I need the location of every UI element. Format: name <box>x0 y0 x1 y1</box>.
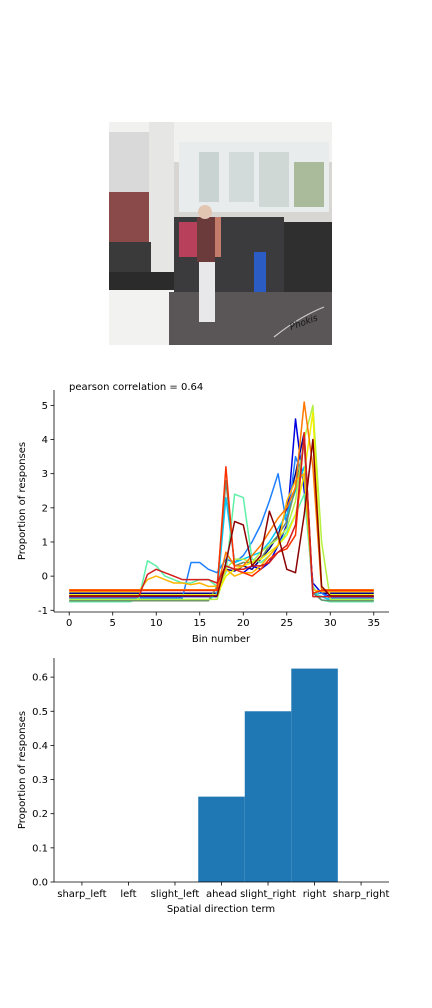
bar-right <box>291 668 338 882</box>
x-tick-label: 10 <box>150 618 163 629</box>
y-tick-label: 0.5 <box>32 707 48 718</box>
x-tick-label: 30 <box>324 618 337 629</box>
series-line-7 <box>69 411 374 596</box>
x-tick-label: slight_left <box>151 889 200 900</box>
x-tick-label: 20 <box>237 618 250 629</box>
x-tick-label: 5 <box>110 618 116 629</box>
bar-ahead <box>198 796 245 882</box>
x-axis-label: Bin number <box>192 634 251 645</box>
y-tick-label: -1 <box>38 606 48 617</box>
y-axis-label: Proportion of responses <box>17 442 28 560</box>
series-line-10 <box>69 431 374 594</box>
y-tick-label: 0.3 <box>32 775 48 786</box>
y-tick-label: 0.1 <box>32 843 48 854</box>
y-tick-label: 5 <box>42 401 48 412</box>
x-axis-label: Spatial direction term <box>167 904 275 915</box>
y-tick-label: 0.2 <box>32 809 48 820</box>
x-tick-label: slight_right <box>240 889 296 900</box>
x-tick-label: sharp_left <box>57 889 106 900</box>
series-line-2 <box>69 455 374 600</box>
x-tick-label: ahead <box>206 889 237 900</box>
y-tick-label: 0 <box>42 572 48 583</box>
y-tick-label: 4 <box>42 435 48 446</box>
y-tick-label: 0.4 <box>32 741 48 752</box>
series-line-9 <box>69 401 374 591</box>
y-tick-label: 0.0 <box>32 878 48 889</box>
y-tick-label: 3 <box>42 469 48 480</box>
x-tick-label: 0 <box>66 618 72 629</box>
store-interior-photo: Phokis <box>109 122 332 345</box>
chart-title: pearson correlation = 0.64 <box>69 382 203 393</box>
x-tick-label: 35 <box>367 618 380 629</box>
series-line-12 <box>69 438 374 597</box>
x-tick-label: right <box>303 889 327 900</box>
x-tick-label: 25 <box>280 618 293 629</box>
x-tick-label: 15 <box>193 618 206 629</box>
x-tick-label: left <box>120 889 136 900</box>
y-tick-label: 2 <box>42 503 48 514</box>
y-axis-label: Proportion of responses <box>17 711 28 829</box>
bar-slight_right <box>244 711 292 882</box>
line-chart: pearson correlation = 0.64 0 5 10 15 20 25 30 3… <box>0 370 432 650</box>
y-tick-label: 1 <box>42 537 48 548</box>
bar-chart: sharp_left left slight_left ahead slight_rig… <box>0 650 432 920</box>
x-tick-label: sharp_right <box>333 889 390 900</box>
y-tick-label: 0.6 <box>32 673 48 684</box>
